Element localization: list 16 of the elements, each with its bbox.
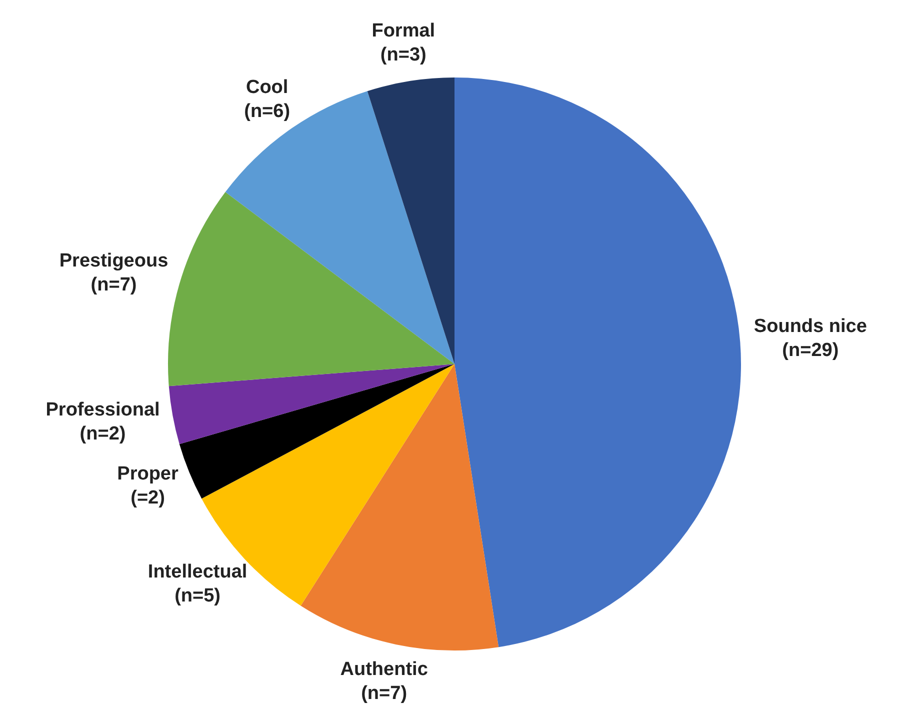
data-label: (n=5) xyxy=(174,586,221,607)
slice-label: Cool xyxy=(246,76,288,98)
data-label: (n=7) xyxy=(361,682,408,704)
slice-label: Sounds nice xyxy=(754,316,867,338)
data-label: (n=3) xyxy=(380,44,426,66)
slice-label: Prestigeous xyxy=(59,250,168,272)
slice-label: Intellectual xyxy=(148,562,248,583)
data-label: (n=2) xyxy=(80,423,126,444)
slice-label: Formal xyxy=(372,20,436,42)
data-label: (n=6) xyxy=(244,100,290,122)
slice-label: Professional xyxy=(46,399,160,420)
slice-label: Authentic xyxy=(340,658,428,680)
data-label: (=2) xyxy=(130,487,165,508)
data-label: (n=7) xyxy=(90,274,137,296)
data-label: (n=29) xyxy=(782,340,839,362)
slice-label: Proper xyxy=(117,463,179,484)
